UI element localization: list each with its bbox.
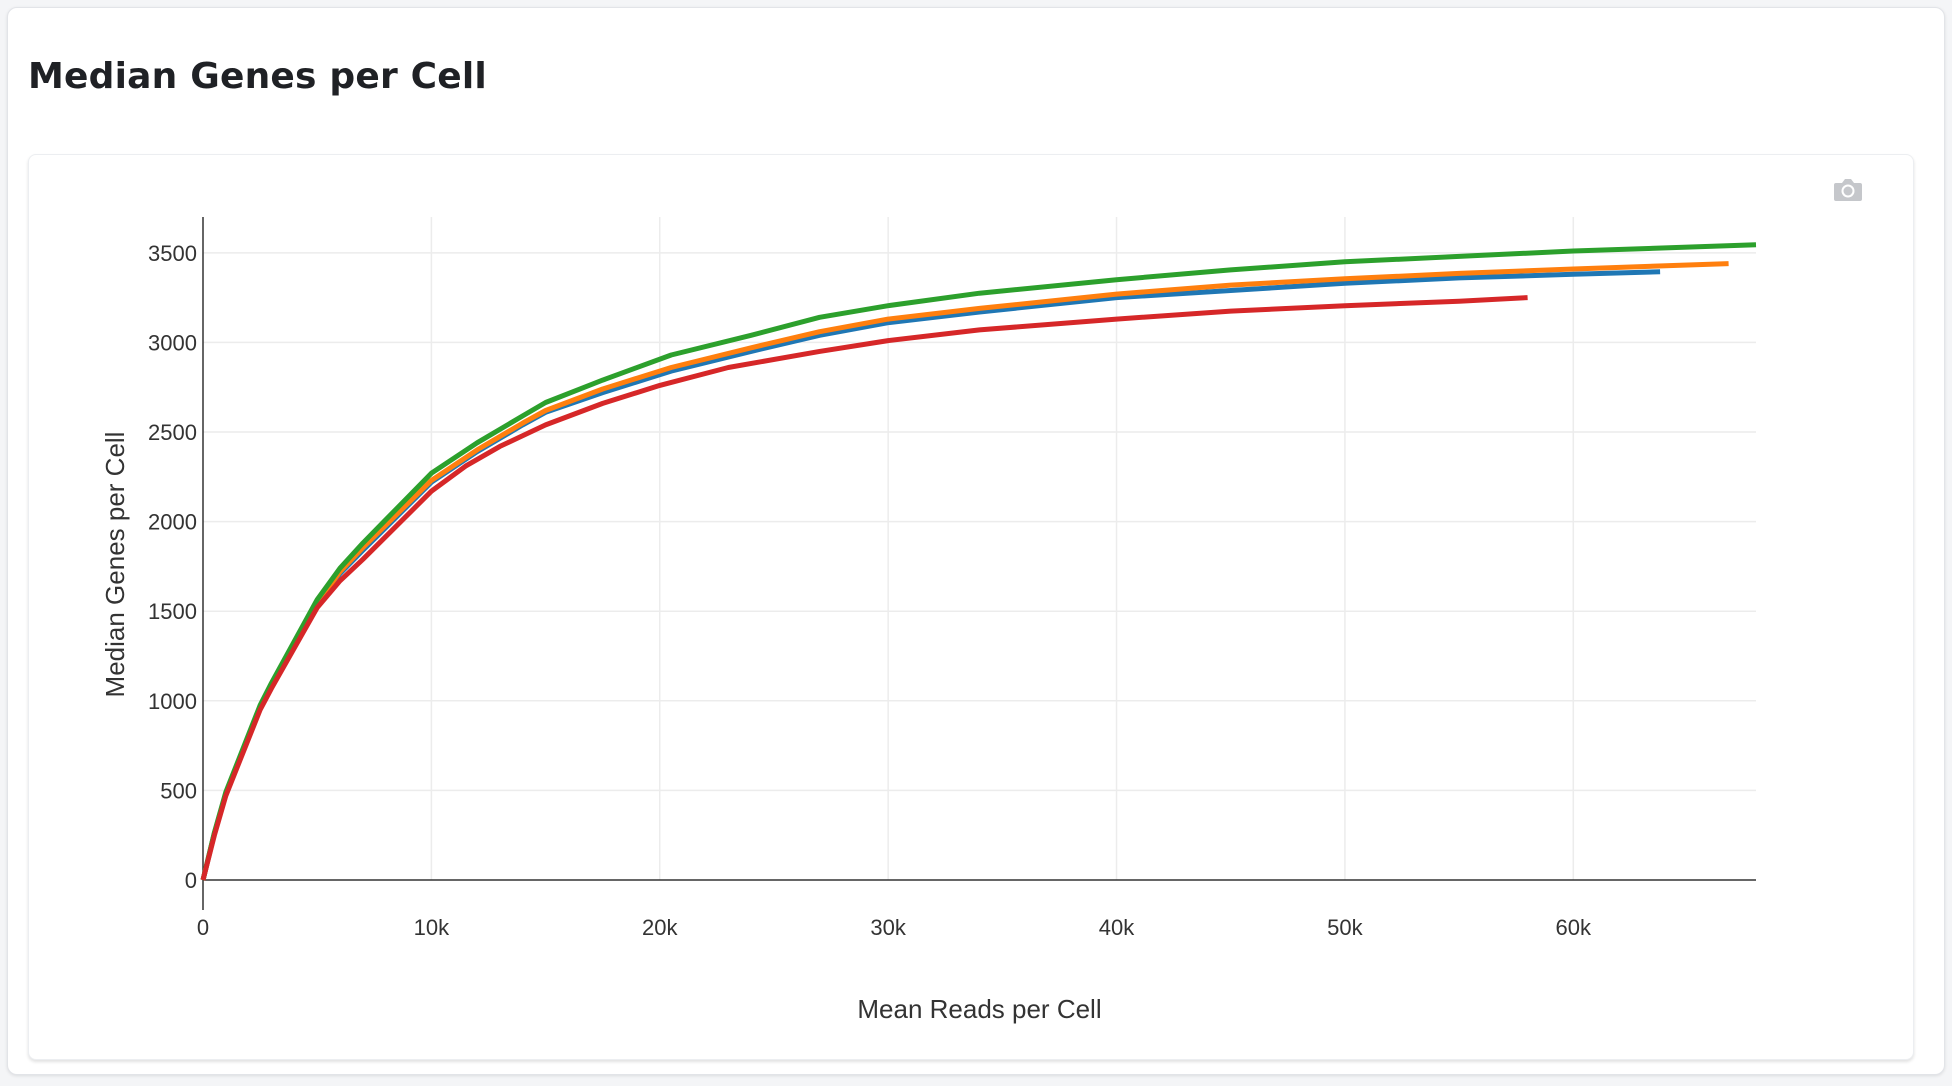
tick-labels: 0 500 1000 1500 2000 2500 3000 3500 0 10k 20k 30k 40… xyxy=(148,241,1592,940)
series-line-4 xyxy=(200,295,1528,881)
chart-card xyxy=(28,154,1914,1060)
y-tick-label: 3500 xyxy=(148,241,197,266)
page-title: Median Genes per Cell xyxy=(28,56,487,97)
y-tick-label: 2500 xyxy=(148,420,197,445)
x-tick-label: 40k xyxy=(1099,915,1135,940)
series-line-1 xyxy=(200,269,1661,881)
x-tick-label: 60k xyxy=(1556,915,1592,940)
y-tick-label: 2000 xyxy=(148,510,197,535)
x-tick-label: 20k xyxy=(642,915,678,940)
series-line-3 xyxy=(200,242,1757,881)
grid-lines xyxy=(203,217,1756,880)
series-lines xyxy=(200,242,1757,881)
axes xyxy=(202,217,1756,910)
x-axis-title: Mean Reads per Cell xyxy=(857,994,1101,1024)
y-tick-label: 1500 xyxy=(148,599,197,624)
y-axis-title: Median Genes per Cell xyxy=(100,432,130,698)
y-tick-label: 0 xyxy=(185,868,197,893)
x-tick-label: 0 xyxy=(197,915,209,940)
x-tick-label: 50k xyxy=(1327,915,1363,940)
x-tick-label: 10k xyxy=(414,915,450,940)
y-tick-label: 500 xyxy=(160,778,197,803)
download-plot-button[interactable] xyxy=(1828,172,1868,208)
y-tick-label: 3000 xyxy=(148,330,197,355)
camera-icon xyxy=(1834,179,1862,201)
y-tick-label: 1000 xyxy=(148,689,197,714)
x-tick-label: 30k xyxy=(870,915,906,940)
